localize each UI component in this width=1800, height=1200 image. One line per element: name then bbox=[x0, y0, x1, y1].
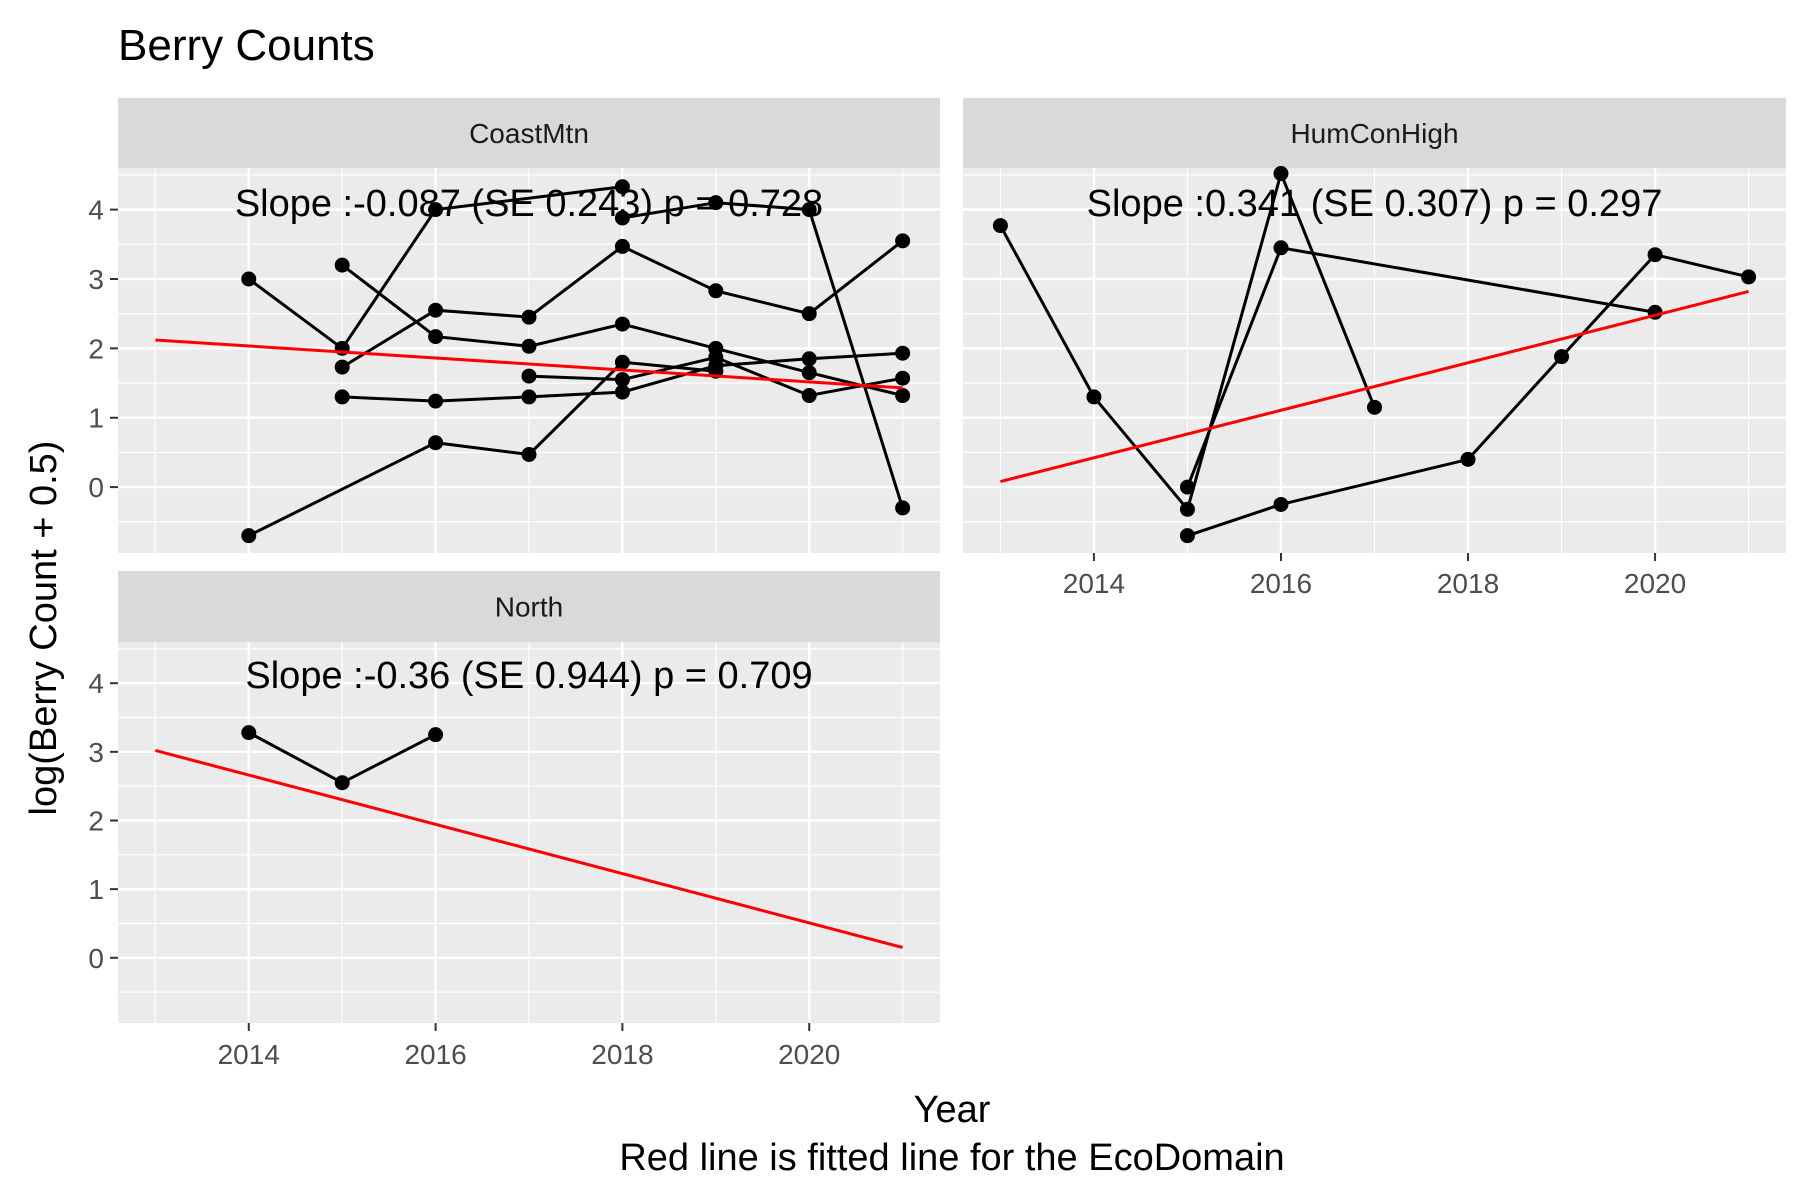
data-point-coastmtn-3 bbox=[521, 309, 537, 325]
data-point-coastmtn-1 bbox=[428, 202, 444, 218]
data-point-coastmtn-4 bbox=[801, 351, 817, 367]
data-point-coastmtn-6 bbox=[521, 446, 537, 462]
strip-north bbox=[118, 571, 940, 642]
y-tick-label: 1 bbox=[88, 403, 104, 434]
data-point-coastmtn-6 bbox=[428, 435, 444, 451]
data-point-north-1 bbox=[428, 727, 444, 743]
data-point-north-1 bbox=[334, 775, 350, 791]
y-tick-label: 2 bbox=[88, 333, 104, 364]
x-tick-label: 2014 bbox=[1063, 568, 1125, 599]
y-tick-label: 1 bbox=[88, 874, 104, 905]
panel-north: North 0 1 2 3 4 2014 2016 2018 2020 Slope :-0.36 (… bbox=[88, 571, 940, 1070]
x-tick-label: 2014 bbox=[218, 1039, 280, 1070]
data-point-coastmtn-5 bbox=[708, 349, 724, 365]
data-point-coastmtn-4 bbox=[521, 389, 537, 405]
strip-label-north: North bbox=[495, 592, 563, 623]
slope-annotation-north: Slope :-0.36 (SE 0.944) p = 0.709 bbox=[245, 655, 812, 697]
facet-panels: CoastMtn 0 1 2 3 4 Slope :-0.087 (SE 0.243) p … bbox=[88, 98, 1786, 1070]
x-tick-label: 2018 bbox=[1437, 568, 1499, 599]
x-axis-title: Year bbox=[914, 1089, 991, 1131]
chart-title: Berry Counts bbox=[118, 21, 375, 70]
data-point-coastmtn-2 bbox=[521, 338, 537, 354]
data-point-coastmtn-3 bbox=[428, 302, 444, 318]
data-point-coastmtn-2 bbox=[614, 316, 630, 332]
data-point-coastmtn-6 bbox=[614, 354, 630, 370]
data-point-coastmtn-3 bbox=[895, 233, 911, 249]
chart-caption: Red line is fitted line for the EcoDomai… bbox=[619, 1137, 1284, 1179]
data-point-coastmtn-5 bbox=[895, 370, 911, 386]
y-tick-label: 3 bbox=[88, 264, 104, 295]
fitted-line-humconhigh bbox=[1000, 290, 1749, 484]
data-point-humconhigh-1 bbox=[1367, 399, 1382, 415]
data-point-humconhigh-2 bbox=[1273, 496, 1289, 512]
data-point-humconhigh-2 bbox=[1647, 247, 1663, 263]
data-point-coastmtn-4 bbox=[614, 384, 630, 400]
series-line-coastmtn-7 bbox=[622, 201, 905, 509]
data-point-north-1 bbox=[241, 725, 257, 741]
x-tick-label: 2020 bbox=[778, 1039, 840, 1070]
data-point-coastmtn-1 bbox=[241, 271, 257, 287]
strip-coastmtn bbox=[118, 98, 940, 168]
y-axis-title: log(Berry Count + 0.5) bbox=[23, 441, 65, 816]
data-point-humconhigh-3 bbox=[1273, 240, 1289, 256]
strip-humconhigh bbox=[963, 98, 1786, 168]
data-point-coastmtn-4 bbox=[895, 345, 911, 361]
data-point-coastmtn-3 bbox=[614, 238, 630, 254]
data-point-coastmtn-2 bbox=[895, 388, 911, 404]
data-point-humconhigh-2 bbox=[1460, 451, 1476, 467]
data-point-coastmtn-3 bbox=[334, 359, 350, 375]
data-point-humconhigh-1 bbox=[992, 218, 1008, 234]
data-point-coastmtn-7 bbox=[895, 500, 911, 516]
x-tick-label: 2016 bbox=[404, 1039, 466, 1070]
y-tick-label: 4 bbox=[88, 668, 104, 699]
panel-humconhigh: HumConHigh 2014 2016 2018 2020 Slope :0.341 (… bbox=[963, 98, 1786, 599]
series-line-humconhigh-2 bbox=[1187, 253, 1749, 538]
data-point-humconhigh-3 bbox=[1179, 479, 1195, 495]
data-point-coastmtn-7 bbox=[801, 202, 817, 218]
slope-annotation-coastmtn: Slope :-0.087 (SE 0.243) p = 0.728 bbox=[235, 183, 823, 225]
strip-label-humconhigh: HumConHigh bbox=[1290, 118, 1458, 149]
data-point-coastmtn-7 bbox=[708, 195, 724, 211]
series-line-coastmtn-1 bbox=[247, 185, 623, 351]
x-tick-label: 2018 bbox=[591, 1039, 653, 1070]
data-point-humconhigh-1 bbox=[1179, 501, 1195, 517]
data-point-coastmtn-5 bbox=[801, 388, 817, 404]
data-point-coastmtn-7 bbox=[614, 210, 630, 226]
slope-annotation-humconhigh: Slope :0.341 (SE 0.307) p = 0.297 bbox=[1087, 183, 1663, 225]
data-point-coastmtn-6 bbox=[241, 528, 257, 544]
data-point-coastmtn-3 bbox=[708, 283, 724, 299]
y-tick-label: 2 bbox=[88, 805, 104, 836]
data-point-coastmtn-3 bbox=[801, 306, 817, 322]
data-point-humconhigh-1 bbox=[1086, 389, 1102, 405]
data-point-coastmtn-1 bbox=[614, 179, 630, 195]
data-point-humconhigh-2 bbox=[1741, 269, 1757, 285]
data-point-coastmtn-4 bbox=[428, 393, 444, 409]
x-tick-label: 2016 bbox=[1250, 568, 1312, 599]
fitted-line-north bbox=[154, 749, 904, 949]
data-point-humconhigh-2 bbox=[1554, 349, 1570, 365]
x-tick-label: 2020 bbox=[1624, 568, 1686, 599]
data-point-coastmtn-5 bbox=[521, 368, 537, 384]
y-tick-label: 0 bbox=[88, 472, 104, 503]
data-point-coastmtn-5 bbox=[614, 372, 630, 388]
data-point-humconhigh-1 bbox=[1273, 166, 1289, 182]
data-point-coastmtn-2 bbox=[334, 257, 350, 273]
data-point-coastmtn-4 bbox=[334, 389, 350, 405]
y-tick-label: 3 bbox=[88, 737, 104, 768]
fitted-line-coastmtn bbox=[155, 338, 903, 390]
y-tick-label: 0 bbox=[88, 943, 104, 974]
data-point-humconhigh-2 bbox=[1179, 528, 1195, 544]
data-point-coastmtn-2 bbox=[428, 329, 444, 345]
strip-label-coastmtn: CoastMtn bbox=[469, 118, 589, 149]
panel-coastmtn: CoastMtn 0 1 2 3 4 Slope :-0.087 (SE 0.243) p … bbox=[88, 98, 940, 553]
y-tick-label: 4 bbox=[88, 195, 104, 226]
data-point-coastmtn-2 bbox=[801, 365, 817, 381]
